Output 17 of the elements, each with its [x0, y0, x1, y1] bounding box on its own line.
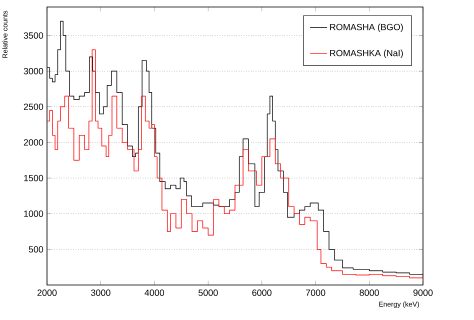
x-tick-label: 9000 [413, 290, 433, 296]
x-tick-label: 6000 [252, 290, 272, 296]
legend-label: ROMASHKA (NaI) [330, 50, 403, 58]
y-tick-label: 2500 [24, 104, 44, 110]
y-tick-label: 500 [28, 246, 44, 253]
x-tick-label: 3000 [91, 290, 110, 296]
y-tick-label: 3000 [24, 68, 44, 74]
x-tick-label: 8000 [360, 290, 379, 296]
x-tick-label: 4000 [144, 290, 164, 296]
x-tick-label: 2000 [37, 290, 57, 296]
x-tick-label: 7000 [306, 290, 326, 296]
y-tick-label: 2000 [24, 139, 44, 146]
y-tick-label: 1000 [24, 210, 44, 217]
legend-label: ROMASHA (BGO) [330, 24, 403, 32]
y-tick-label: 1500 [24, 174, 44, 182]
y-tick-label: 3500 [24, 32, 44, 39]
x-tick-label: 5000 [198, 290, 218, 296]
